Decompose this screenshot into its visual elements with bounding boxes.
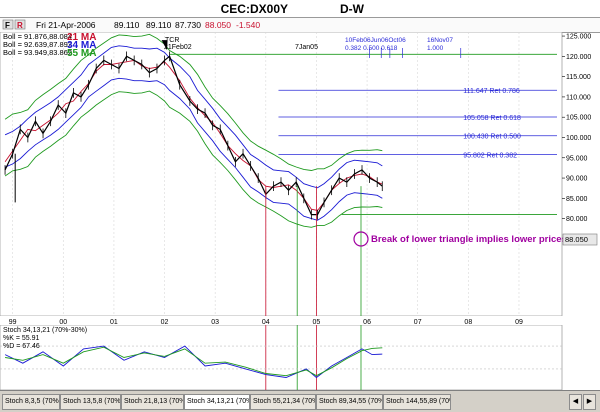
stoch-panel[interactable]: Stoch 34,13,21 (70%-30%) %K = 55.91 %D =… bbox=[0, 325, 600, 390]
legend-ma-21: 21 MA bbox=[67, 32, 96, 43]
x-axis-ticks: 99 00 01 02 03 04 05 06 07 08 09 bbox=[9, 319, 523, 325]
tab-stoch-8[interactable]: Stoch 8,3,5 (70%-30%) bbox=[2, 394, 60, 410]
price-plot-area bbox=[0, 32, 563, 316]
x-tick-label: 03 bbox=[211, 319, 219, 325]
x-tick-label: 00 bbox=[59, 319, 67, 325]
fib-level-label: 105.058 Ret 0.618 bbox=[463, 115, 521, 122]
x-axis: 99 00 01 02 03 04 05 06 07 08 09 bbox=[9, 319, 523, 325]
x-tick-label: 04 bbox=[262, 319, 270, 325]
y-tick-label: 100.000 bbox=[566, 135, 591, 142]
stoch-cycle-markers bbox=[265, 325, 362, 390]
stoch-title: Stoch 34,13,21 (70%-30%) bbox=[3, 327, 87, 334]
grid-vertical bbox=[12, 32, 520, 316]
legend-boll-55: Boll = 93.949,83.862 bbox=[3, 48, 72, 57]
x-tick-label: 07 bbox=[414, 319, 422, 325]
break-annotation: Break of lower triangle implies lower pr… bbox=[371, 234, 567, 245]
quote-open: 89.110 bbox=[114, 20, 140, 30]
y-tick-label: 95.000 bbox=[566, 155, 588, 162]
indicator-tabs: Stoch 8,3,5 (70%-30%) Stoch 13,5,8 (70%-… bbox=[0, 390, 600, 412]
y-tick-label: 85.000 bbox=[566, 196, 588, 203]
price-chart[interactable]: 111.647 Ret 0.786 105.058 Ret 0.618 100.43… bbox=[0, 32, 600, 316]
ma55-lower-band bbox=[4, 90, 383, 228]
tab-stoch-144[interactable]: Stoch 144,55,89 (70%-30%) bbox=[383, 394, 451, 410]
nov07-ratio-label: 1.000 bbox=[427, 45, 444, 52]
format-icon[interactable] bbox=[2, 19, 14, 30]
cycle-markers bbox=[265, 186, 362, 316]
x-tick-label: 06 bbox=[363, 319, 371, 325]
y-tick-label: 90.000 bbox=[566, 176, 588, 183]
price-lines bbox=[4, 33, 383, 228]
last-price-label: 88.050 bbox=[565, 235, 588, 244]
quote-change: -1.540 bbox=[236, 20, 260, 30]
horizontal-levels bbox=[169, 48, 557, 215]
last-price-box bbox=[562, 233, 598, 246]
refresh-icon[interactable] bbox=[14, 19, 26, 30]
legend-boll-21: Boll = 91.876,88.084 bbox=[3, 32, 72, 41]
x-tick-label: 02 bbox=[161, 319, 169, 325]
y-tick-label: 120.000 bbox=[566, 54, 591, 61]
x-tick-label: 08 bbox=[464, 319, 472, 325]
y-tick-label: 80.000 bbox=[566, 216, 588, 223]
quote-low: 87.730 bbox=[175, 20, 201, 30]
jan05-label: 7Jan05 bbox=[295, 44, 318, 51]
tab-stoch-34[interactable]: Stoch 34,13,21 (70%-30%) bbox=[184, 394, 250, 410]
stoch-lines bbox=[0, 345, 562, 379]
legend: Boll = 91.876,88.084 21 MA Boll = 92.639… bbox=[3, 32, 96, 59]
ma34-upper-band bbox=[4, 45, 383, 189]
x-tick-label: 99 bbox=[9, 319, 17, 325]
price-y-axis: 125.000 120.000 115.000 110.000 105.000 100.0… bbox=[562, 34, 591, 223]
tab-stoch-21[interactable]: Stoch 21,8,13 (70%-30%) bbox=[121, 394, 184, 410]
tab-stoch-55[interactable]: Stoch 55,21,34 (70%-30%) bbox=[250, 394, 316, 410]
quote-high: 89.110 bbox=[146, 20, 172, 30]
refresh-icon-label: R bbox=[17, 21, 23, 30]
y-tick-label: 115.000 bbox=[566, 74, 591, 81]
title-bar: CEC:DX00Y D-W bbox=[221, 2, 365, 16]
fib-dates-label: 10Feb06Jun06Oct06 bbox=[345, 37, 406, 44]
tab-stoch-13[interactable]: Stoch 13,5,8 (70%-30%) bbox=[60, 394, 121, 410]
fib-level-label: 100.430 Ret 0.500 bbox=[463, 134, 521, 141]
symbol-title: CEC:DX00Y bbox=[221, 2, 288, 16]
legend-ma-55: 55 MA bbox=[67, 48, 96, 59]
fib-level-label: 95.802 Ret 0.382 bbox=[463, 153, 517, 160]
tab-scroll-right-icon[interactable]: ▶ bbox=[583, 394, 596, 410]
tcr-date-label: 21Feb02 bbox=[164, 44, 192, 51]
y-tick-label: 125.000 bbox=[566, 34, 591, 41]
tab-scroll-left-icon[interactable]: ◀ bbox=[569, 394, 582, 410]
y-tick-label: 105.000 bbox=[566, 115, 591, 122]
break-highlight-circle bbox=[353, 231, 369, 247]
stoch-k-label: %K = 55.91 bbox=[3, 335, 39, 342]
stoch-d-label: %D = 67.46 bbox=[3, 343, 40, 350]
tcr-marker-icon bbox=[161, 40, 168, 51]
fib-levels: 111.647 Ret 0.786 105.058 Ret 0.618 100.43… bbox=[278, 88, 557, 160]
stoch-plot-area bbox=[0, 325, 563, 390]
quote-bar: F R Fri 21-Apr-2006 89.110 89.110 87.730… bbox=[0, 17, 600, 33]
legend-ma-34: 34 MA bbox=[67, 40, 96, 51]
ma55-upper-band bbox=[4, 33, 383, 171]
y-tick-label: 110.000 bbox=[566, 94, 591, 101]
ma34-lower-band bbox=[4, 77, 383, 221]
nov07-label: 16Nov07 bbox=[427, 37, 453, 44]
x-tick-label: 05 bbox=[313, 319, 321, 325]
x-tick-label: 01 bbox=[110, 319, 118, 325]
interval-label: D-W bbox=[340, 2, 365, 16]
quote-close: 88.050 bbox=[205, 20, 231, 30]
format-icon-label: F bbox=[5, 21, 10, 30]
quote-date: Fri 21-Apr-2006 bbox=[36, 20, 96, 30]
stoch-d-line bbox=[5, 346, 383, 377]
fib-ratios-label: 0.382 0.500 0.618 bbox=[345, 45, 398, 52]
tcr-label: TCR bbox=[165, 37, 179, 44]
fib-level-label: 111.647 Ret 0.786 bbox=[463, 88, 520, 95]
x-tick-label: 09 bbox=[515, 319, 523, 325]
legend-boll-34: Boll = 92.639,87.892 bbox=[3, 40, 72, 49]
tab-stoch-89[interactable]: Stoch 89,34,55 (70%-30%) bbox=[316, 394, 383, 410]
